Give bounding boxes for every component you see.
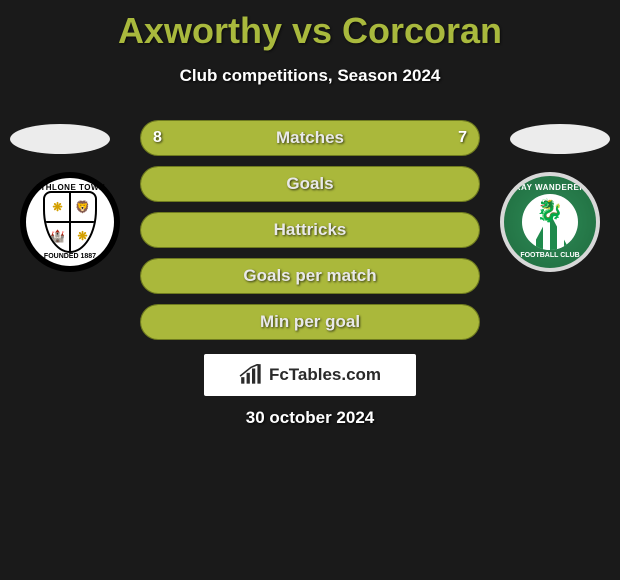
right-ellipse: [510, 124, 610, 154]
bar-label: Min per goal: [141, 305, 479, 339]
bar-value-right: 7: [458, 121, 467, 155]
right-crest-text-bottom: FOOTBALL CLUB: [504, 252, 596, 260]
left-team-crest: ATHLONE TOWN ❋ 🦁 🏰 ❋ FOUNDED 1887: [20, 172, 120, 272]
left-ellipse: [10, 124, 110, 154]
right-crest-text-top: BRAY WANDERERS: [504, 184, 596, 193]
page-title: Axworthy vs Corcoran: [0, 0, 620, 52]
bar-label: Goals per match: [141, 259, 479, 293]
bar-min-per-goal: Min per goal: [140, 304, 480, 340]
bar-label: Goals: [141, 167, 479, 201]
chart-icon: [239, 364, 265, 386]
subtitle: Club competitions, Season 2024: [0, 66, 620, 86]
right-team-crest: BRAY WANDERERS 🐉 FOOTBALL CLUB: [500, 172, 600, 272]
bar-label: Matches: [141, 121, 479, 155]
right-crest-inner: 🐉: [522, 194, 578, 250]
bar-label: Hattricks: [141, 213, 479, 247]
left-crest-text-bottom: FOUNDED 1887: [26, 253, 114, 261]
date: 30 october 2024: [0, 408, 620, 428]
bar-goals: Goals: [140, 166, 480, 202]
bar-matches: 8 Matches 7: [140, 120, 480, 156]
watermark-text: FcTables.com: [269, 365, 381, 385]
watermark: FcTables.com: [204, 354, 416, 396]
stat-bars: 8 Matches 7 Goals Hattricks Goals per ma…: [140, 120, 480, 350]
bar-hattricks: Hattricks: [140, 212, 480, 248]
left-crest-shield: ❋ 🦁 🏰 ❋: [43, 191, 97, 253]
bar-goals-per-match: Goals per match: [140, 258, 480, 294]
